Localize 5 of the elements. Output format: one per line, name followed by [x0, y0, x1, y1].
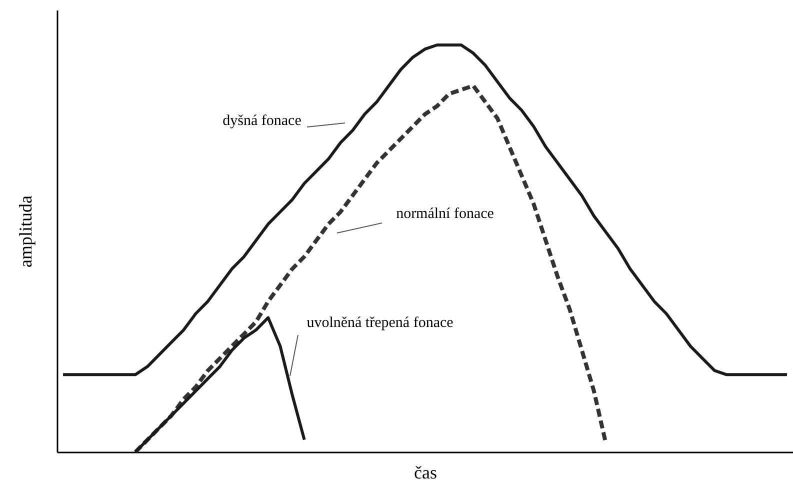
y-axis-title: amplituda — [16, 196, 36, 268]
annotation: uvolněná třepená fonace — [306, 315, 454, 331]
x-axis-title: čas — [414, 462, 437, 482]
annotation: normální fonace — [396, 206, 494, 222]
annotation: dyšná fonace — [222, 113, 302, 129]
